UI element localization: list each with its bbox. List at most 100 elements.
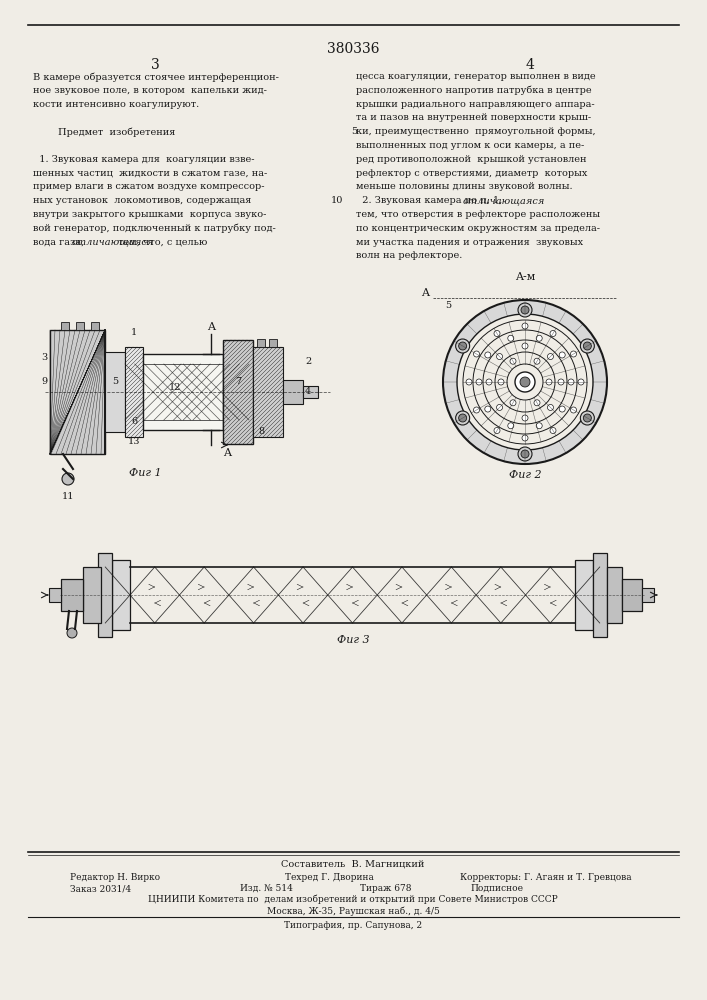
- Circle shape: [494, 331, 500, 337]
- Circle shape: [67, 628, 77, 638]
- Text: Фиг 3: Фиг 3: [337, 635, 369, 645]
- Text: 5: 5: [351, 127, 357, 136]
- Bar: [61, 579, 83, 611]
- Circle shape: [455, 411, 469, 425]
- Bar: [575, 560, 593, 630]
- Circle shape: [547, 354, 554, 360]
- Text: 4: 4: [525, 58, 534, 72]
- Bar: [61, 322, 69, 330]
- Text: Типография, пр. Сапунова, 2: Типография, пр. Сапунова, 2: [284, 921, 422, 930]
- Text: В камере образуется стоячее интерференцион-: В камере образуется стоячее интерференци…: [33, 72, 279, 82]
- Text: 5: 5: [112, 377, 118, 386]
- Text: 3: 3: [41, 353, 47, 361]
- Text: рефлектор с отверстиями, диаметр  которых: рефлектор с отверстиями, диаметр которых: [356, 169, 588, 178]
- Bar: [98, 553, 112, 637]
- Text: волн на рефлекторе.: волн на рефлекторе.: [356, 251, 462, 260]
- Text: Редактор Н. Вирко: Редактор Н. Вирко: [70, 873, 160, 882]
- Circle shape: [521, 450, 529, 458]
- Circle shape: [583, 342, 591, 350]
- Bar: [593, 553, 607, 637]
- Circle shape: [580, 411, 595, 425]
- Text: 10: 10: [331, 196, 343, 205]
- Circle shape: [536, 423, 542, 429]
- Bar: [223, 340, 253, 444]
- Circle shape: [559, 406, 565, 412]
- Bar: [143, 354, 223, 430]
- Text: Фиг 1: Фиг 1: [129, 468, 161, 478]
- Circle shape: [550, 427, 556, 433]
- Text: по концентрическим окружностям за предела-: по концентрическим окружностям за предел…: [356, 224, 600, 233]
- Circle shape: [459, 342, 467, 350]
- Text: пример влаги в сжатом воздухе компрессор-: пример влаги в сжатом воздухе компрессор…: [33, 182, 264, 191]
- Circle shape: [443, 300, 607, 464]
- Text: ми участка падения и отражения  звуковых: ми участка падения и отражения звуковых: [356, 238, 583, 247]
- Text: 9: 9: [41, 377, 47, 386]
- Circle shape: [62, 473, 74, 485]
- Circle shape: [580, 339, 595, 353]
- Text: крышки радиального направляющего аппара-: крышки радиального направляющего аппара-: [356, 100, 595, 109]
- Circle shape: [522, 435, 528, 441]
- Circle shape: [496, 354, 503, 360]
- Text: Составитель  В. Магницкий: Составитель В. Магницкий: [281, 860, 425, 869]
- Circle shape: [485, 352, 491, 358]
- Text: A: A: [207, 322, 215, 332]
- Text: Корректоры: Г. Агаян и Т. Гревцова: Корректоры: Г. Агаян и Т. Гревцова: [460, 873, 631, 882]
- Circle shape: [486, 379, 492, 385]
- Circle shape: [457, 314, 593, 450]
- Text: 6: 6: [131, 418, 137, 426]
- Bar: [49, 588, 61, 602]
- Circle shape: [494, 427, 500, 433]
- Text: 8: 8: [258, 428, 264, 436]
- Text: 12: 12: [169, 382, 181, 391]
- Circle shape: [520, 377, 530, 387]
- Text: 5: 5: [445, 300, 451, 310]
- Text: ное звуковое поле, в котором  капельки жид-: ное звуковое поле, в котором капельки жи…: [33, 86, 267, 95]
- Circle shape: [508, 335, 514, 341]
- Text: A-м: A-м: [515, 272, 535, 282]
- Bar: [91, 322, 99, 330]
- Text: отличающаяся: отличающаяся: [72, 238, 154, 247]
- Text: вой генератор, подключенный к патрубку под-: вой генератор, подключенный к патрубку п…: [33, 224, 276, 233]
- Bar: [607, 567, 622, 623]
- Circle shape: [474, 351, 479, 357]
- Circle shape: [558, 379, 564, 385]
- Text: 13: 13: [128, 438, 140, 446]
- Text: Изд. № 514: Изд. № 514: [240, 884, 293, 893]
- Circle shape: [536, 335, 542, 341]
- Circle shape: [508, 423, 514, 429]
- Circle shape: [496, 404, 503, 410]
- Text: Подписное: Подписное: [470, 884, 523, 893]
- Bar: [622, 579, 642, 611]
- Circle shape: [510, 400, 516, 406]
- Circle shape: [547, 404, 554, 410]
- Bar: [76, 322, 84, 330]
- Bar: [50, 330, 105, 454]
- Text: A: A: [421, 288, 429, 298]
- Text: тем, что, с целью: тем, что, с целью: [115, 238, 207, 247]
- Text: расположенного напротив патрубка в центре: расположенного напротив патрубка в центр…: [356, 86, 592, 95]
- Circle shape: [571, 351, 576, 357]
- Text: ки, преимущественно  прямоугольной формы,: ки, преимущественно прямоугольной формы,: [356, 127, 595, 136]
- Circle shape: [455, 339, 469, 353]
- Circle shape: [459, 414, 467, 422]
- Circle shape: [559, 352, 565, 358]
- Text: 1: 1: [131, 328, 137, 337]
- Circle shape: [568, 379, 574, 385]
- Circle shape: [515, 372, 535, 392]
- Text: внутри закрытого крышками  корпуса звуко-: внутри закрытого крышками корпуса звуко-: [33, 210, 267, 219]
- Text: та и пазов на внутренней поверхности крыш-: та и пазов на внутренней поверхности кры…: [356, 113, 591, 122]
- Bar: [642, 588, 654, 602]
- Text: 2. Звуковая камера по п. 1,: 2. Звуковая камера по п. 1,: [356, 196, 506, 205]
- Circle shape: [534, 400, 540, 406]
- Text: Заказ 2031/4: Заказ 2031/4: [70, 884, 131, 893]
- Circle shape: [466, 379, 472, 385]
- Bar: [83, 567, 101, 623]
- Bar: [269, 339, 277, 347]
- Circle shape: [474, 407, 479, 413]
- Bar: [112, 560, 130, 630]
- Text: 4: 4: [305, 387, 311, 396]
- Text: 7: 7: [235, 377, 241, 386]
- Text: 1. Звуковая камера для  коагуляции взве-: 1. Звуковая камера для коагуляции взве-: [33, 155, 255, 164]
- Text: 3: 3: [151, 58, 159, 72]
- Text: цесса коагуляции, генератор выполнен в виде: цесса коагуляции, генератор выполнен в в…: [356, 72, 595, 81]
